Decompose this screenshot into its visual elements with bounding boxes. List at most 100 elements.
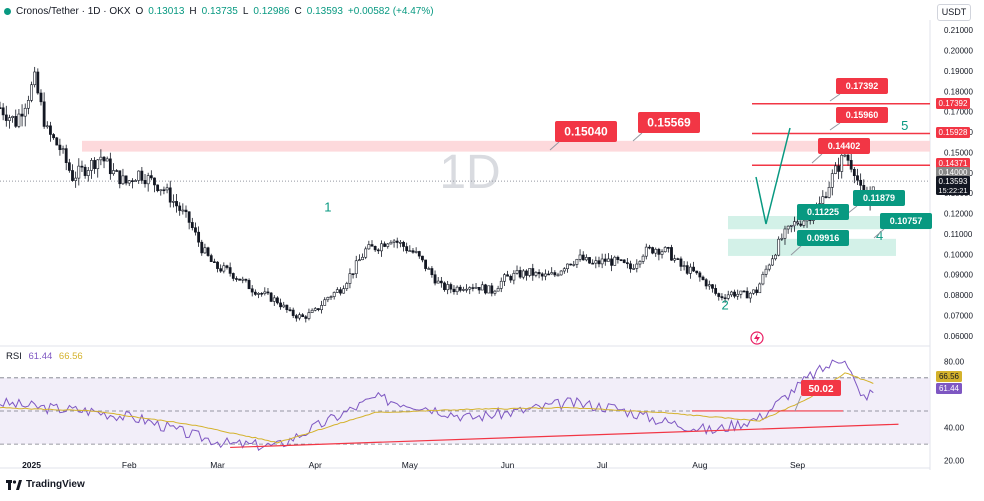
candle-body	[417, 251, 421, 257]
candle-body	[77, 165, 81, 179]
price-tick-label: 0.06000	[944, 332, 973, 341]
candle-body	[682, 265, 686, 267]
candle-body	[298, 314, 301, 319]
candle-body	[543, 273, 547, 277]
candle-body	[767, 264, 771, 270]
candle-body	[30, 84, 33, 101]
candle-body	[376, 249, 380, 252]
candle-body	[421, 255, 424, 261]
candle-body	[149, 175, 153, 179]
candle-body	[660, 251, 664, 255]
candle-body	[112, 170, 115, 175]
candle-body	[398, 241, 402, 244]
candle-body	[789, 225, 793, 227]
candle-body	[588, 257, 591, 264]
candle-body	[764, 268, 768, 275]
callout-leader	[811, 153, 823, 164]
candle-body	[827, 187, 831, 198]
time-tick-label: Feb	[122, 460, 137, 470]
candle-body	[616, 256, 620, 260]
candle-body	[641, 255, 645, 262]
candle-body	[52, 134, 55, 139]
current-price-value: 0.13593	[939, 177, 968, 186]
candle-body	[357, 259, 361, 262]
candle-body	[190, 222, 194, 229]
candle-body	[395, 240, 399, 243]
rsi-value: 61.44	[28, 351, 53, 362]
candle-body	[257, 292, 260, 295]
candle-body	[670, 247, 673, 261]
rsi-tag-label: 61.44	[939, 384, 960, 393]
candle-body	[714, 288, 718, 294]
candle-body	[581, 254, 585, 261]
symbol-title: Cronos/Tether · 1D · OKX	[16, 5, 131, 17]
candle-body	[4, 114, 8, 121]
candle-body	[430, 268, 434, 276]
callout-label: 0.10757	[890, 216, 923, 226]
candle-body	[329, 296, 333, 298]
candle-body	[370, 244, 374, 247]
candle-body	[197, 231, 201, 243]
candle-body	[739, 290, 743, 295]
candle-body	[474, 286, 478, 289]
tradingview-logo[interactable]: TradingView	[6, 479, 85, 490]
candle-body	[550, 272, 554, 275]
candle-body	[503, 274, 506, 282]
candle-body	[487, 285, 491, 294]
candle-body	[512, 273, 516, 281]
candle-body	[351, 273, 355, 275]
candle-body	[556, 274, 560, 277]
candle-body	[354, 260, 358, 275]
price-axis-tag	[936, 127, 970, 138]
candle-body	[821, 196, 825, 204]
candle-body	[332, 292, 336, 297]
candle-body	[96, 159, 100, 170]
candle-body	[780, 237, 784, 240]
candle-body	[657, 248, 661, 255]
candle-body	[206, 247, 210, 256]
candle-body	[521, 270, 525, 278]
candle-body	[23, 107, 27, 117]
rsi-trendline	[230, 423, 899, 449]
candle-body	[692, 266, 695, 272]
price-tick-label: 0.09000	[944, 271, 973, 280]
candle-body	[509, 275, 513, 281]
currency-selector[interactable]: USDT	[937, 4, 971, 21]
callout-box	[853, 190, 905, 206]
candle-body	[159, 189, 163, 192]
candle-body	[222, 265, 226, 272]
resistance-zone	[82, 140, 930, 152]
candle-body	[0, 107, 2, 109]
callout-box	[836, 107, 888, 123]
callout-leader	[794, 395, 802, 412]
candle-body	[310, 309, 314, 313]
candle-body	[20, 113, 24, 117]
candle-body	[849, 160, 853, 170]
candle-body	[380, 243, 383, 252]
candle-body	[335, 289, 339, 293]
candle-body	[726, 294, 730, 299]
candle-body	[698, 272, 702, 278]
candle-body	[83, 166, 87, 176]
candle-body	[635, 263, 639, 269]
candle-body	[666, 247, 670, 249]
candle-body	[181, 209, 185, 212]
candle-body	[402, 241, 405, 247]
candle-body	[187, 211, 191, 223]
callout-label: 0.15040	[564, 125, 608, 139]
candle-body	[578, 254, 582, 260]
candle-body	[247, 280, 251, 290]
candle-body	[528, 268, 532, 276]
candle-body	[704, 279, 708, 287]
candle-body	[93, 160, 96, 170]
candle-body	[685, 265, 689, 274]
candle-body	[433, 274, 437, 284]
candle-body	[17, 113, 21, 127]
candle-body	[301, 314, 305, 318]
candle-body	[673, 258, 677, 261]
time-tick-label: Aug	[692, 460, 707, 470]
projection-path	[755, 127, 791, 225]
candle-body	[720, 296, 724, 299]
low-label: L	[242, 5, 249, 17]
